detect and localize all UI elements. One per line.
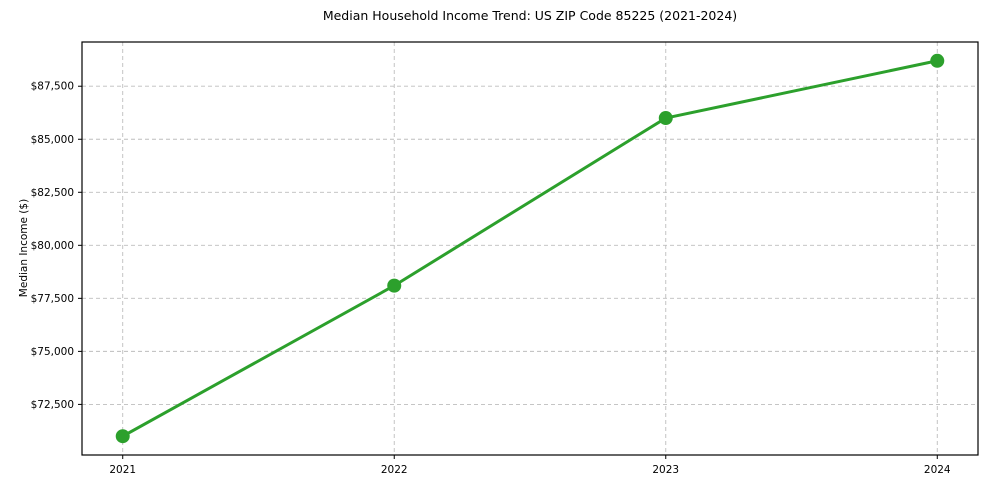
y-tick-label: $77,500 [31,293,74,305]
x-tick-label: 2023 [652,464,679,476]
x-tick-label: 2022 [381,464,408,476]
y-tick-label: $85,000 [31,134,74,146]
data-point-2024 [930,53,945,68]
x-tick-label: 2024 [924,464,951,476]
y-tick-label: $72,500 [31,399,74,411]
plot-border [81,41,979,456]
chart-title: Median Household Income Trend: US ZIP Co… [322,8,738,23]
data-point-2022 [387,278,402,293]
data-point-2021 [115,429,130,444]
trend-line [121,59,939,438]
data-point-2023 [658,111,673,126]
y-tick-label: $75,000 [31,346,74,358]
y-tick-label: $80,000 [31,240,74,252]
x-tick-label: 2021 [109,464,136,476]
y-tick-label: $87,500 [31,81,74,93]
y-tick-label: $82,500 [31,187,74,199]
